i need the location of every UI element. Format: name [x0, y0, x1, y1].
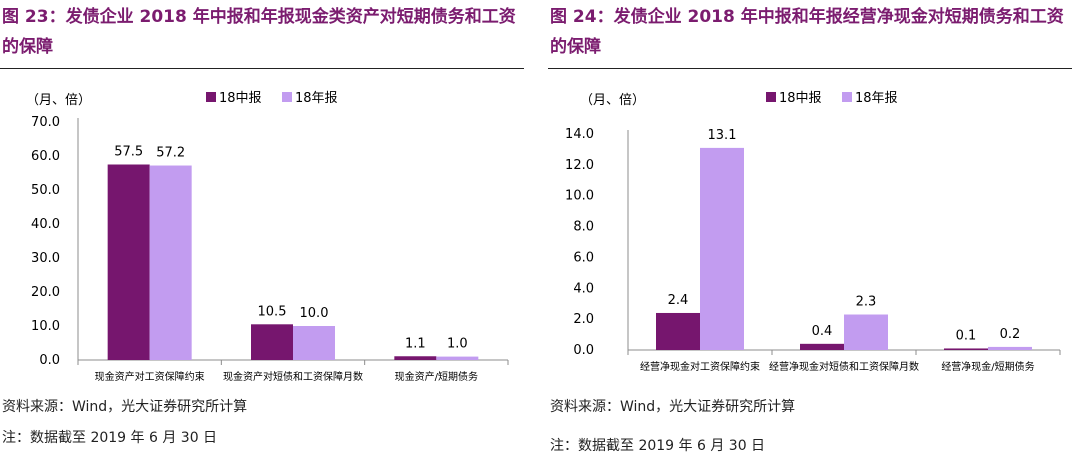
- bar-mid-year: [800, 343, 844, 350]
- data-label: 10.5: [258, 304, 287, 319]
- chart-figure-23: （月、倍） 18中报 18年报 0.0 10.0 20.0 30.0 40.0 50.0 60.0…: [26, 91, 509, 383]
- y-tick-label: 30.0: [31, 251, 60, 266]
- y-tick-label: 10.0: [31, 319, 60, 334]
- figure-24: 图 24：发债企业 2018 年中报和年报经营净现金对短期债务和工资的保障 （月…: [548, 0, 1078, 457]
- bar-mid-year: [107, 164, 150, 360]
- bar-annual: [844, 314, 888, 350]
- title-divider: [548, 68, 1072, 69]
- bar-annual: [436, 356, 479, 360]
- note-text: 注：数据截至 2019 年 6 月 30 日: [550, 438, 766, 454]
- bar-annual: [700, 147, 744, 350]
- legend-label: 18年报: [295, 91, 338, 106]
- x-tick-label: 经营净现金对工资保障约束: [640, 360, 760, 373]
- bar-annual: [293, 326, 335, 360]
- legend-swatch: [766, 92, 776, 102]
- source-text: 资料来源：Wind，光大证券研究所计算: [2, 399, 248, 415]
- bar-mid-year: [944, 348, 988, 350]
- x-tick-label: 经营净现金对短债和工资保障月数: [769, 360, 919, 373]
- y-tick-label: 20.0: [31, 285, 60, 300]
- y-axis-label: （月、倍）: [26, 93, 91, 108]
- legend-swatch: [282, 92, 292, 102]
- y-tick-label: 6.0: [573, 250, 594, 265]
- data-label: 2.3: [856, 295, 877, 310]
- figure-23: 图 23：发债企业 2018 年中报和年报现金类资产对短期债务和工资的保障 （月…: [0, 0, 530, 457]
- legend-swatch: [842, 92, 852, 102]
- y-tick-label: 8.0: [573, 220, 594, 235]
- data-label: 2.4: [668, 293, 689, 308]
- legend-label: 18年报: [855, 91, 898, 106]
- y-tick-label: 4.0: [573, 281, 594, 296]
- figure-title: 图 23：发债企业 2018 年中报和年报现金类资产对短期债务和工资的保障: [2, 7, 516, 57]
- bar-mid-year: [656, 312, 700, 350]
- y-tick-label: 10.0: [565, 189, 594, 204]
- y-tick-label: 0.0: [573, 343, 594, 358]
- data-label: 1.1: [405, 336, 426, 351]
- x-tick-label: 现金资产/短期债务: [395, 370, 478, 383]
- data-label: 13.1: [708, 128, 737, 143]
- y-tick-label: 0.0: [39, 353, 60, 368]
- legend-label: 18中报: [219, 91, 262, 106]
- y-axis-label: （月、倍）: [580, 93, 645, 108]
- y-tick-label: 70.0: [31, 115, 60, 130]
- y-tick-label: 14.0: [565, 127, 594, 142]
- y-tick-label: 50.0: [31, 183, 60, 198]
- data-label: 0.4: [812, 324, 833, 339]
- y-tick-label: 60.0: [31, 149, 60, 164]
- data-label: 0.2: [1000, 327, 1021, 342]
- data-label: 57.5: [114, 145, 143, 160]
- title-divider: [0, 68, 524, 69]
- legend-label: 18中报: [779, 91, 822, 106]
- y-tick-label: 12.0: [565, 158, 594, 173]
- bar-mid-year: [394, 356, 437, 360]
- bar-annual: [149, 165, 192, 360]
- y-tick-label: 40.0: [31, 217, 60, 232]
- chart-figure-24: （月、倍） 18中报 18年报 0.0 2.0 4.0 6.0 8.0 10.0 12.0 14.0…: [565, 91, 1061, 373]
- data-label: 1.0: [447, 337, 468, 352]
- x-tick-label: 经营净现金/短期债务: [941, 360, 1034, 373]
- legend-swatch: [206, 92, 216, 102]
- y-tick-label: 2.0: [573, 312, 594, 327]
- note-text: 注：数据截至 2019 年 6 月 30 日: [2, 430, 218, 446]
- data-label: 10.0: [300, 306, 329, 321]
- bar-mid-year: [251, 324, 293, 360]
- source-text: 资料来源：Wind，光大证券研究所计算: [550, 399, 796, 415]
- data-label: 57.2: [156, 146, 185, 161]
- x-tick-label: 现金资产对短债和工资保障月数: [223, 370, 363, 383]
- figure-title: 图 24：发债企业 2018 年中报和年报经营净现金对短期债务和工资的保障: [550, 7, 1064, 57]
- x-tick-label: 现金资产对工资保障约束: [95, 370, 205, 383]
- data-label: 0.1: [956, 328, 977, 343]
- bar-annual: [988, 346, 1032, 350]
